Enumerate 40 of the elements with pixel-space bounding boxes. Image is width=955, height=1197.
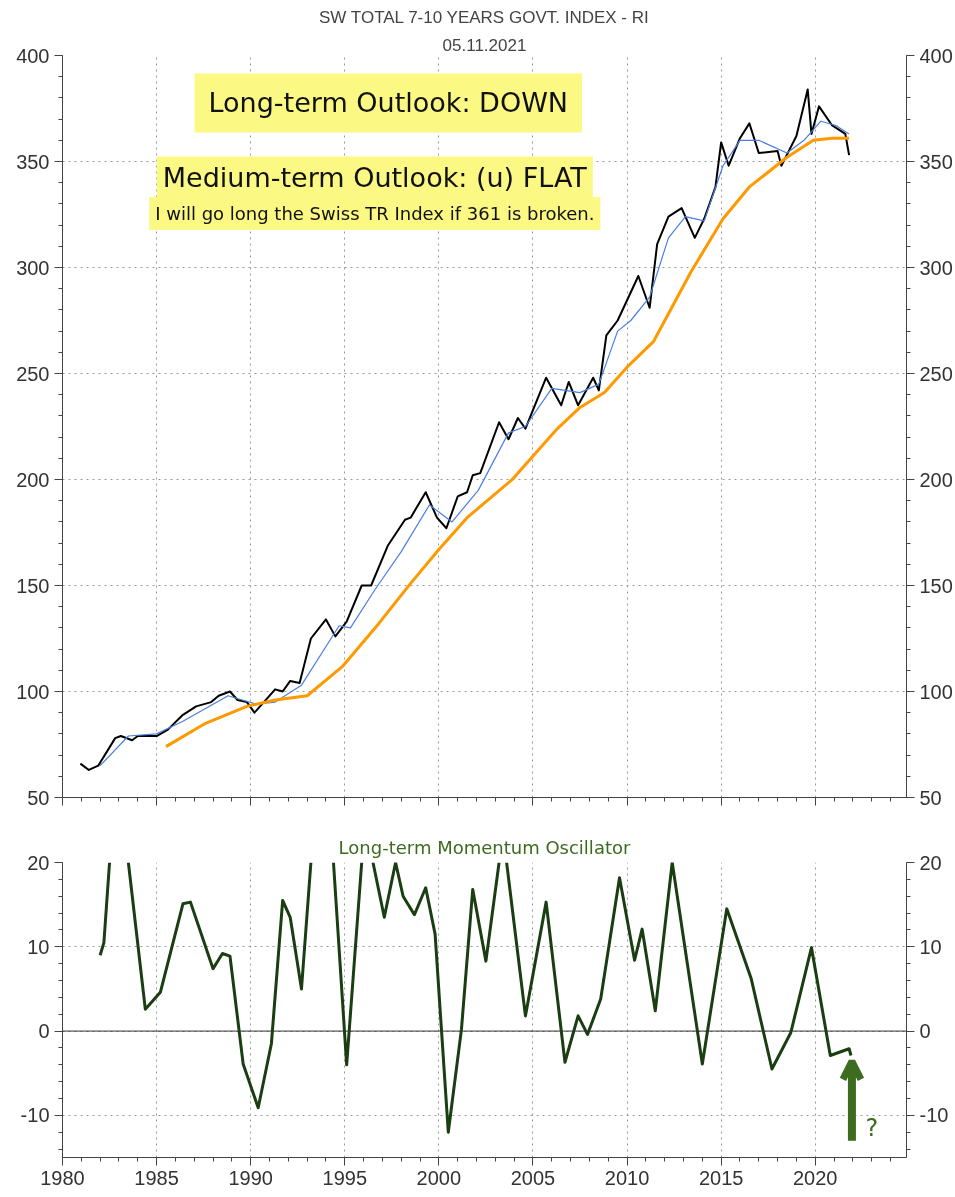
y2-tick-label: 50 — [919, 786, 942, 809]
annotation: I will go long the Swiss TR Index if 361 is broken. — [155, 203, 595, 225]
x-tick-label: 2005 — [510, 1166, 556, 1189]
y-tick-label: 100 — [16, 680, 50, 703]
y2-tick-label: 10 — [919, 935, 942, 958]
y-tick-label: 250 — [16, 362, 50, 385]
y2-tick-label: 350 — [919, 150, 953, 173]
y2-tick-label: 150 — [919, 574, 953, 597]
x-tick-label: 2010 — [604, 1166, 650, 1189]
y-tick-label: 350 — [16, 150, 50, 173]
x-tick-label: 1980 — [40, 1166, 85, 1189]
y-tick-label: -10 — [20, 1104, 50, 1127]
annotation: ? — [865, 1114, 879, 1142]
chart-title: Long-term Momentum Oscillator — [338, 836, 631, 858]
y2-tick-label: 400 — [919, 44, 953, 67]
x-tick-label: 2020 — [792, 1166, 838, 1189]
y-tick-label: 10 — [27, 935, 50, 958]
x-tick-label: 2000 — [416, 1166, 462, 1189]
x-tick-label: 1995 — [322, 1166, 368, 1189]
x-tick-label: 1990 — [228, 1166, 273, 1189]
y-tick-label: 20 — [27, 851, 50, 874]
y-tick-label: 50 — [27, 786, 50, 809]
chart-title: SW TOTAL 7-10 YEARS GOVT. INDEX - RI — [319, 7, 649, 27]
y2-tick-label: 20 — [919, 851, 942, 874]
x-tick-label: 1985 — [134, 1166, 179, 1189]
y-tick-label: 150 — [16, 574, 50, 597]
y2-tick-label: 200 — [919, 468, 953, 491]
y2-tick-label: 0 — [919, 1020, 931, 1043]
y2-tick-label: -10 — [919, 1104, 949, 1127]
chart-subtitle: 05.11.2021 — [442, 35, 527, 55]
y-tick-label: 400 — [16, 44, 50, 67]
y2-tick-label: 300 — [919, 256, 953, 279]
y-tick-label: 0 — [38, 1020, 50, 1043]
annotation: Medium-term Outlook: (u) FLAT — [162, 162, 588, 194]
y-tick-label: 200 — [16, 468, 50, 491]
y2-tick-label: 100 — [919, 680, 953, 703]
y2-tick-label: 250 — [919, 362, 953, 385]
annotation: Long-term Outlook: DOWN — [208, 87, 569, 119]
x-tick-label: 2015 — [698, 1166, 744, 1189]
y-tick-label: 300 — [16, 256, 50, 279]
